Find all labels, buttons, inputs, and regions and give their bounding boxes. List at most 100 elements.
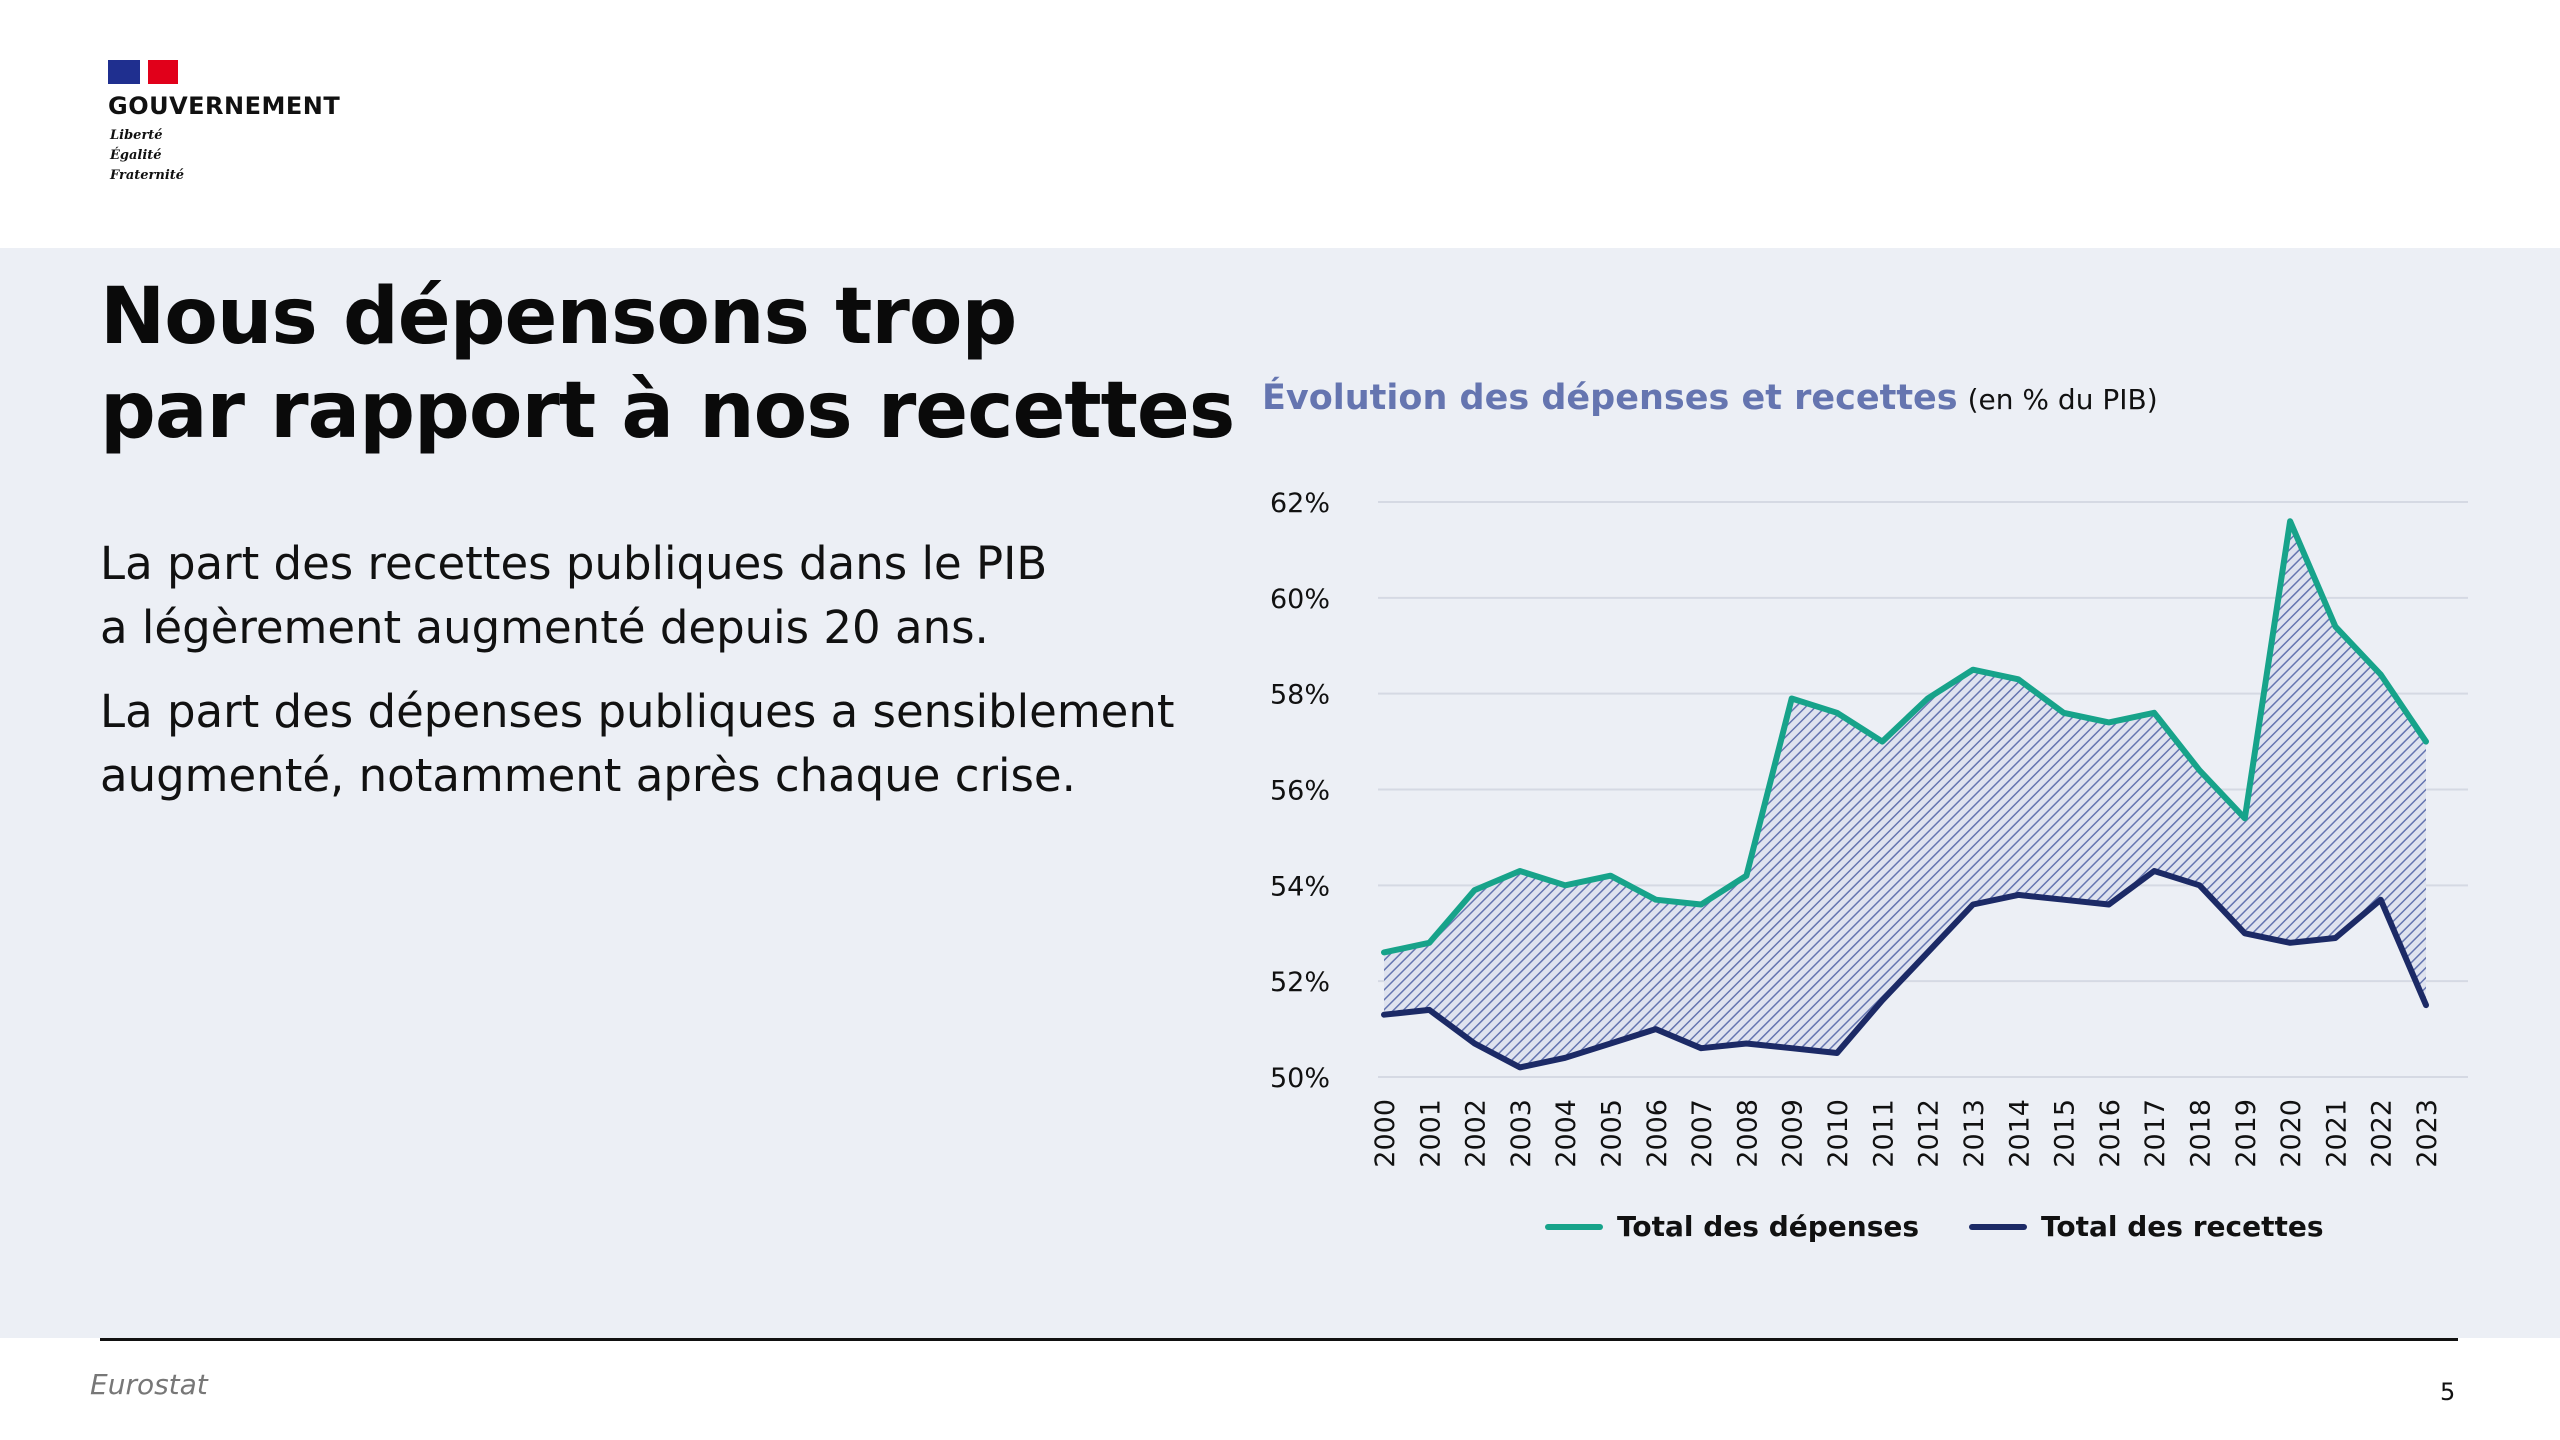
data-point-depenses [2197, 768, 2202, 773]
x-tick-label: 2012 [1914, 1099, 1945, 1168]
motto: Liberté Égalité Fraternité [110, 128, 185, 183]
data-point-depenses [1789, 696, 1794, 701]
data-point-recettes [1699, 1046, 1704, 1051]
data-point-depenses [2333, 624, 2338, 629]
y-tick-label: 52% [1270, 967, 1330, 998]
data-point-recettes [2333, 936, 2338, 941]
x-tick-label: 2000 [1370, 1099, 1401, 1168]
x-tick-label: 2005 [1597, 1099, 1628, 1168]
x-tick-label: 2016 [2095, 1099, 2126, 1168]
data-point-recettes [1789, 1046, 1794, 1051]
data-point-depenses [1563, 883, 1568, 888]
data-point-recettes [1608, 1041, 1613, 1046]
legend-swatch-recettes [1969, 1223, 2028, 1230]
data-point-recettes [2016, 892, 2021, 897]
data-point-depenses [2152, 710, 2157, 715]
header: GOUVERNEMENT Liberté Égalité Fraternité [0, 0, 2560, 248]
chart-title: Évolution des dépenses et recettes (en % … [1262, 378, 2158, 418]
x-tick-label: 2002 [1461, 1099, 1492, 1168]
x-tick-label: 2013 [1959, 1099, 1990, 1168]
data-point-depenses [2378, 672, 2383, 677]
paragraph-depenses: La part des dépenses publiques a sensibl… [100, 685, 1175, 802]
slide-title: Nous dépensons trop par rapport à nos re… [100, 272, 1235, 456]
data-point-depenses [2424, 739, 2428, 744]
government-name: GOUVERNEMENT [108, 92, 341, 120]
x-tick-label: 2004 [1551, 1099, 1582, 1168]
y-tick-label: 58% [1270, 680, 1330, 711]
x-tick-label: 2014 [2004, 1099, 2035, 1168]
footer-divider [100, 1338, 2458, 1341]
data-point-depenses [1970, 667, 1975, 672]
government-logo: GOUVERNEMENT Liberté Égalité Fraternité [108, 60, 368, 190]
data-point-depenses [1517, 868, 1522, 873]
data-point-depenses [1699, 902, 1704, 907]
data-point-recettes [1427, 1007, 1432, 1012]
data-point-depenses [1925, 696, 1930, 701]
data-point-recettes [2378, 897, 2383, 902]
x-tick-label: 2009 [1778, 1099, 1809, 1168]
chart-unit-note: (en % du PIB) [1967, 383, 2158, 416]
x-tick-label: 2022 [2367, 1099, 2398, 1168]
paragraph-recettes: La part des recettes publiques dans le P… [100, 537, 1048, 654]
data-point-recettes [1472, 1041, 1477, 1046]
data-point-depenses [2288, 519, 2293, 524]
data-point-recettes [2061, 897, 2066, 902]
data-point-recettes [1563, 1055, 1568, 1060]
x-tick-label: 2001 [1415, 1099, 1446, 1168]
data-point-recettes [2424, 1003, 2428, 1008]
data-point-recettes [1382, 1012, 1386, 1017]
data-point-recettes [2288, 940, 2293, 945]
data-point-recettes [1925, 950, 1930, 955]
data-point-depenses [2242, 816, 2247, 821]
data-point-depenses [2106, 720, 2111, 725]
data-point-recettes [2197, 883, 2202, 888]
area-deficit-gap [1384, 521, 2426, 1068]
series-line-depenses [1381, 518, 2429, 956]
x-tick-label: 2023 [2412, 1099, 2443, 1168]
x-tick-label: 2018 [2185, 1099, 2216, 1168]
data-point-depenses [1608, 873, 1613, 878]
legend-item-depenses: Total des dépenses [1545, 1210, 1919, 1243]
y-tick-label: 60% [1270, 584, 1330, 615]
x-tick-label: 2021 [2321, 1099, 2352, 1168]
legend-item-recettes: Total des recettes [1969, 1210, 2324, 1243]
french-flag-icon [108, 60, 178, 84]
y-tick-label: 56% [1270, 776, 1330, 807]
data-point-recettes [2106, 902, 2111, 907]
data-point-recettes [1970, 902, 1975, 907]
data-point-depenses [1653, 897, 1658, 902]
x-tick-label: 2010 [1823, 1099, 1854, 1168]
x-tick-label: 2008 [1732, 1099, 1763, 1168]
x-tick-label: 2007 [1687, 1099, 1718, 1168]
data-point-recettes [1653, 1027, 1658, 1032]
data-point-depenses [1880, 739, 1885, 744]
data-point-recettes [2242, 931, 2247, 936]
data-point-recettes [1880, 998, 1885, 1003]
x-tick-label: 2019 [2231, 1099, 2262, 1168]
x-tick-label: 2017 [2140, 1099, 2171, 1168]
source-label: Eurostat [90, 1368, 208, 1401]
x-tick-label: 2006 [1642, 1099, 1673, 1168]
x-tick-label: 2020 [2276, 1099, 2307, 1168]
data-point-recettes [1835, 1051, 1840, 1056]
data-point-depenses [1835, 710, 1840, 715]
data-point-depenses [1744, 873, 1749, 878]
x-tick-label: 2011 [1868, 1099, 1899, 1168]
page-number: 5 [2440, 1378, 2456, 1406]
series-line-recettes [1381, 868, 2429, 1071]
data-point-depenses [2061, 710, 2066, 715]
data-point-recettes [2152, 868, 2157, 873]
data-point-recettes [1744, 1041, 1749, 1046]
data-point-depenses [2016, 677, 2021, 682]
data-point-recettes [1517, 1065, 1522, 1070]
y-tick-label: 62% [1270, 488, 1330, 519]
x-tick-label: 2015 [2050, 1099, 2081, 1168]
legend-swatch-depenses [1545, 1223, 1603, 1230]
y-tick-label: 50% [1270, 1063, 1330, 1094]
x-tick-label: 2003 [1506, 1099, 1537, 1168]
chart-legend: Total des dépenses Total des recettes [1545, 1210, 2374, 1243]
y-tick-label: 54% [1270, 871, 1330, 902]
line-chart: 50% 52% 54% 56% 58% 60% 62% 2000 2001 2002 2003 20… [1270, 488, 2468, 1168]
data-point-depenses [1472, 888, 1477, 893]
data-point-depenses [1382, 950, 1386, 955]
